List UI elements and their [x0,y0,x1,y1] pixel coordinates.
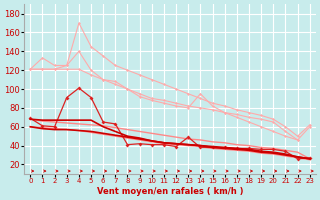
X-axis label: Vent moyen/en rafales ( km/h ): Vent moyen/en rafales ( km/h ) [97,187,243,196]
